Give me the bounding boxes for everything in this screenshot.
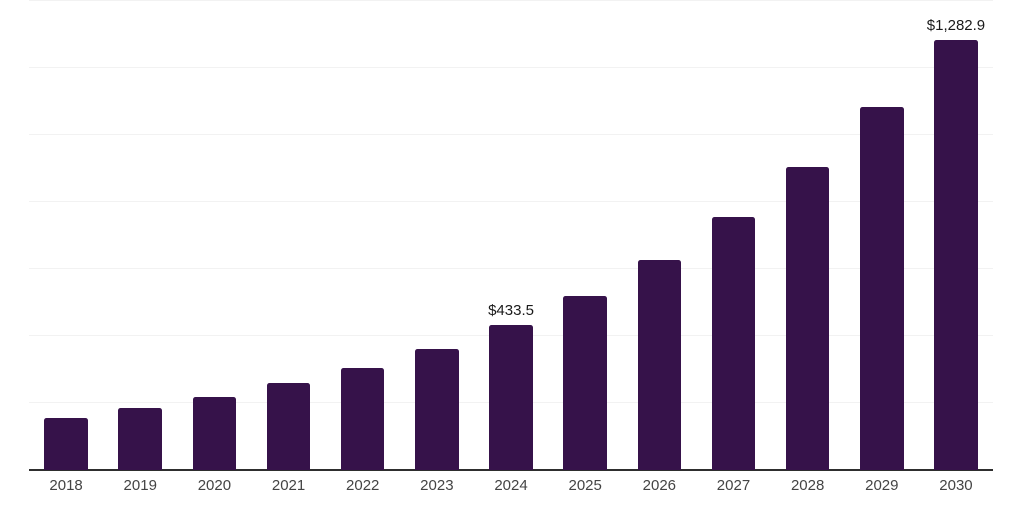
bar [637, 259, 682, 470]
x-axis-tick-label: 2019 [123, 477, 157, 494]
plot-area: $433.5 $1,282.9 [29, 0, 993, 471]
x-axis-tick-label: 2023 [420, 477, 454, 494]
x-axis-tick-label: 2030 [939, 477, 973, 494]
x-axis-tick-label: 2024 [494, 477, 528, 494]
bar [934, 40, 978, 470]
bar-column [771, 1, 845, 470]
x-axis-labels: 2018 2019 2020 2021 2022 2023 2024 2025 2026 2027… [29, 478, 993, 493]
bar [44, 418, 88, 470]
x-axis-tick-label: 2026 [642, 477, 677, 494]
x-axis-tick-label: 2022 [346, 477, 380, 494]
x-axis-line [29, 469, 993, 471]
bar-column: $1,282.9 [919, 1, 993, 470]
bar-column [845, 1, 919, 470]
bar-column [177, 1, 251, 470]
x-axis-tick-label: 2020 [197, 477, 232, 494]
x-axis-tick-label: 2018 [49, 477, 83, 494]
bar [266, 382, 311, 470]
gridline [29, 0, 993, 1]
gridline [29, 201, 993, 202]
bar [415, 348, 459, 470]
x-axis-tick-label: 2027 [716, 477, 751, 494]
bar [785, 166, 830, 470]
bar [711, 216, 756, 470]
gridline [29, 268, 993, 269]
x-axis-tick-label: 2029 [865, 477, 899, 494]
bar-column: $433.5 [474, 1, 548, 470]
bar-column [622, 1, 696, 470]
gridline [29, 134, 993, 135]
bar-column [400, 1, 474, 470]
x-axis-tick-label: 2028 [790, 477, 825, 494]
bar-column [548, 1, 622, 470]
bar-column [326, 1, 400, 470]
bar-column [251, 1, 325, 470]
bar-value-label: $1,282.9 [926, 17, 986, 35]
bar [860, 106, 904, 470]
x-axis-tick-label: 2025 [568, 477, 602, 494]
bar [118, 408, 162, 470]
bar [192, 397, 237, 470]
bar-value-label: $433.5 [488, 301, 534, 319]
bar-column [29, 1, 103, 470]
x-axis-tick-label: 2021 [271, 477, 306, 494]
bars: $433.5 $1,282.9 [29, 1, 993, 470]
bar-column [103, 1, 177, 470]
bar [340, 367, 385, 470]
gridline [29, 67, 993, 68]
bar [489, 324, 533, 470]
bar [563, 295, 607, 470]
bar-column [696, 1, 770, 470]
